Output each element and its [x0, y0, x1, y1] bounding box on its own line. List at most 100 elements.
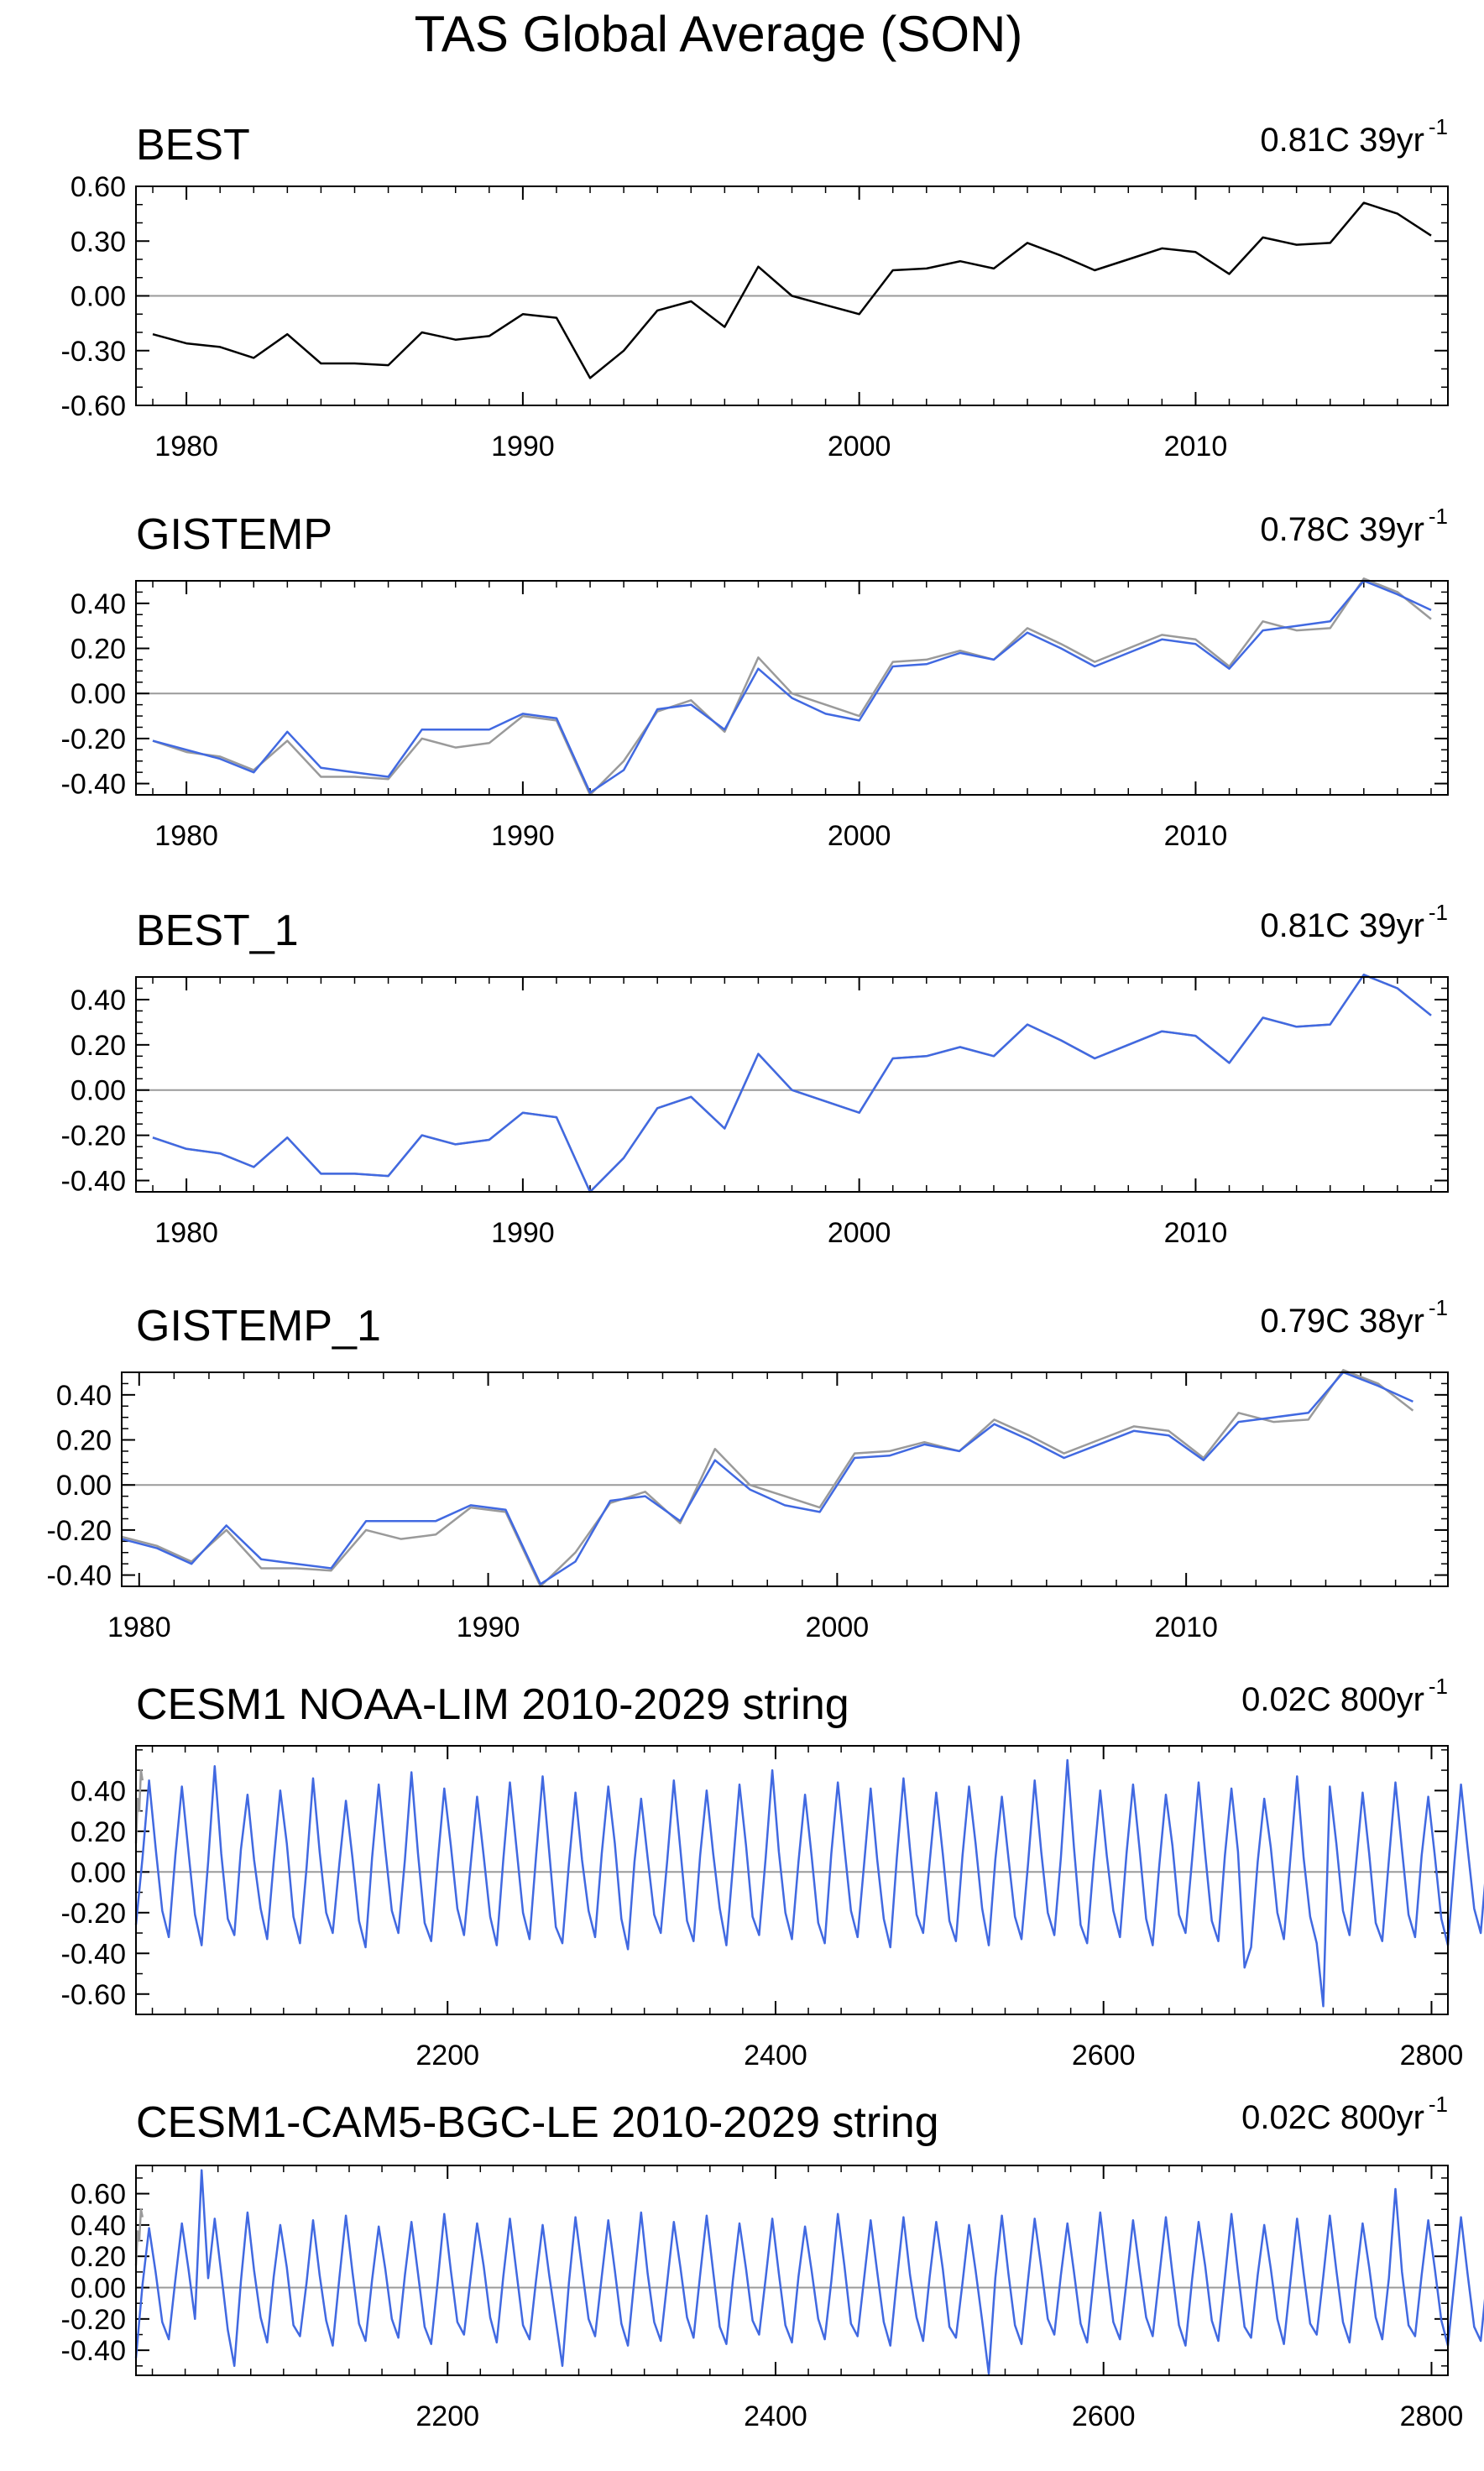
major-ticks — [136, 1746, 1448, 2014]
panel-6: CESM1-CAM5-BGC-LE 2010-2029 string 0.02C … — [61, 2092, 1484, 2432]
panel-title: BEST_1 — [136, 906, 299, 955]
panel-4: GISTEMP_1 0.79C 38yr -1 -0.40 -0.20 0.00 0.20 0… — [47, 1295, 1449, 1643]
x-tick-label: 1990 — [491, 820, 555, 852]
x-tick-label: 1990 — [491, 1217, 555, 1249]
x-tick-label: 2600 — [1072, 2040, 1136, 2071]
x-tick-label: 2400 — [744, 2400, 807, 2432]
series-line-model-2 — [152, 579, 1432, 794]
x-tick-label: 2600 — [1072, 2400, 1136, 2432]
x-tick-label: 1980 — [107, 1612, 171, 1643]
major-ticks — [122, 1372, 1448, 1586]
major-ticks — [136, 977, 1448, 1192]
y-tick-label: 0.60 — [71, 171, 126, 203]
trend-label: 0.81C 39yr — [1260, 907, 1424, 944]
x-tick-label: 2010 — [1164, 820, 1228, 852]
x-tick-label: 1990 — [457, 1612, 520, 1643]
y-tick-label: 0.20 — [56, 1425, 112, 1457]
major-ticks — [136, 2165, 1448, 2375]
y-tick-label: -0.60 — [61, 390, 127, 422]
plot-frame — [135, 2165, 1449, 2376]
trend-unit-exponent: -1 — [1429, 900, 1448, 925]
plot-frame — [135, 580, 1449, 796]
y-tick-label: -0.20 — [61, 1898, 127, 1930]
series-line-model-2 — [152, 974, 1432, 1194]
series-line-obs-1 — [152, 201, 1432, 379]
y-tick-label: 0.60 — [71, 2179, 126, 2211]
y-tick-label: -0.40 — [61, 1938, 127, 1970]
trend-unit-exponent: -1 — [1429, 114, 1448, 139]
minor-ticks — [136, 976, 1448, 1193]
y-tick-label: -0.60 — [61, 1979, 127, 2011]
series-line-model-2 — [134, 1758, 1484, 2008]
y-tick-label: 0.20 — [71, 2241, 126, 2273]
plot-frame — [135, 1745, 1449, 2015]
y-tick-label: 0.40 — [71, 985, 126, 1016]
x-tick-label: 2800 — [1400, 2040, 1464, 2071]
y-tick-label: -0.40 — [47, 1560, 112, 1592]
trend-label: 0.79C 38yr — [1260, 1303, 1424, 1340]
major-ticks — [136, 581, 1448, 795]
panel-title: CESM1 NOAA-LIM 2010-2029 string — [136, 1680, 849, 1729]
x-tick-label: 2800 — [1400, 2400, 1464, 2432]
y-tick-label: 0.20 — [71, 634, 126, 666]
y-tick-label: 0.30 — [71, 226, 126, 258]
x-tick-label: 2200 — [415, 2400, 479, 2432]
x-tick-label: 2000 — [828, 1217, 891, 1249]
y-tick-label: 0.00 — [71, 1857, 126, 1889]
x-tick-label: 2010 — [1164, 1217, 1228, 1249]
panel-title: GISTEMP_1 — [136, 1302, 381, 1350]
minor-ticks — [122, 1371, 1448, 1587]
x-tick-label: 2000 — [828, 431, 891, 462]
y-tick-label: 0.20 — [71, 1816, 126, 1848]
y-tick-label: -0.20 — [61, 1121, 127, 1152]
series-line-ref-1 — [152, 577, 1432, 797]
y-tick-label: 0.00 — [71, 1075, 126, 1107]
y-tick-label: 0.40 — [71, 1775, 126, 1807]
x-tick-label: 1980 — [154, 431, 218, 462]
x-tick-label: 1980 — [154, 1217, 218, 1249]
trend-unit-exponent: -1 — [1429, 1295, 1448, 1320]
panel-title: GISTEMP — [136, 510, 332, 559]
x-tick-label: 1980 — [154, 820, 218, 852]
x-tick-label: 2010 — [1164, 431, 1228, 462]
figure-title: TAS Global Average (SON) — [414, 6, 1023, 62]
y-tick-label: 0.00 — [56, 1470, 112, 1502]
trend-unit-exponent: -1 — [1429, 504, 1448, 529]
x-tick-label: 2200 — [415, 2040, 479, 2071]
y-tick-label: -0.40 — [61, 2335, 127, 2367]
y-tick-label: 0.00 — [71, 281, 126, 313]
series-line-ref-1 — [121, 1369, 1414, 1588]
series-line-model-2 — [121, 1371, 1413, 1586]
panel-3: BEST_1 0.81C 39yr -1 -0.40 -0.20 0.00 0.20 0.40… — [61, 900, 1449, 1249]
trend-label: 0.02C 800yr — [1241, 1681, 1424, 1718]
x-tick-label: 2400 — [744, 2040, 807, 2071]
y-tick-label: 0.00 — [71, 2273, 126, 2305]
y-tick-label: 0.00 — [71, 678, 126, 710]
panel-title: BEST — [136, 121, 250, 170]
y-tick-label: 0.40 — [71, 2210, 126, 2242]
y-tick-label: -0.30 — [61, 336, 127, 368]
trend-label: 0.02C 800yr — [1241, 2099, 1424, 2136]
minor-ticks — [136, 580, 1448, 796]
y-tick-label: 0.40 — [56, 1380, 112, 1412]
panel-1: BEST 0.81C 39yr -1 -0.60 -0.30 0.00 0.30 0.60 19… — [61, 114, 1449, 462]
y-tick-label: -0.40 — [61, 769, 127, 801]
plot-frame — [135, 976, 1449, 1193]
y-tick-label: -0.20 — [47, 1515, 112, 1547]
y-tick-label: -0.40 — [61, 1166, 127, 1198]
trend-unit-exponent: -1 — [1429, 1674, 1448, 1699]
series-line-ref-1 — [152, 974, 1432, 1194]
x-tick-label: 2000 — [828, 820, 891, 852]
trend-label: 0.78C 39yr — [1260, 511, 1424, 548]
y-tick-label: 0.40 — [71, 588, 126, 620]
series-line-ref-1 — [134, 1768, 144, 1844]
plot-frame — [135, 185, 1449, 406]
trend-unit-exponent: -1 — [1429, 2092, 1448, 2117]
panel-5: CESM1 NOAA-LIM 2010-2029 string 0.02C 800… — [61, 1674, 1484, 2071]
x-tick-label: 1990 — [491, 431, 555, 462]
y-tick-label: -0.20 — [61, 2304, 127, 2336]
x-tick-label: 2010 — [1154, 1612, 1218, 1643]
minor-ticks — [136, 1746, 1448, 2015]
plot-frame — [121, 1371, 1449, 1587]
